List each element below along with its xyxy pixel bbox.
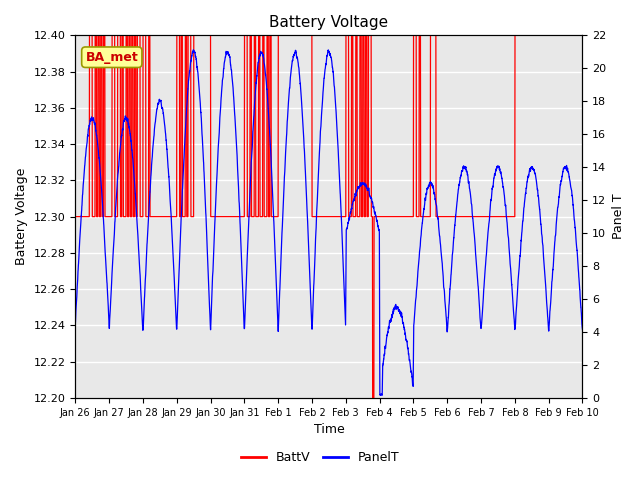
Y-axis label: Battery Voltage: Battery Voltage [15, 168, 28, 265]
Y-axis label: Panel T: Panel T [612, 194, 625, 240]
Title: Battery Voltage: Battery Voltage [269, 15, 388, 30]
X-axis label: Time: Time [314, 423, 344, 436]
Legend: BattV, PanelT: BattV, PanelT [236, 446, 404, 469]
Text: BA_met: BA_met [85, 51, 138, 64]
